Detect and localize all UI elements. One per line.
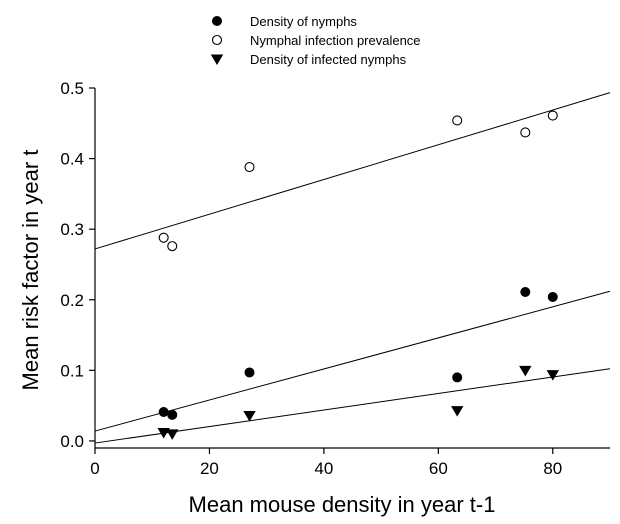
data-point-series-1 [547,291,558,302]
data-point-series-2 [158,232,169,243]
fit-line-series-2 [94,92,611,250]
data-points [157,110,559,440]
x-tick-label: 60 [429,459,448,478]
x-tick-label: 40 [314,459,333,478]
data-point-series-1 [167,409,178,420]
y-tick-label: 0.1 [60,361,84,380]
data-point-series-2 [520,127,531,138]
data-point-series-3 [243,411,256,422]
fit-line-series-3 [94,368,611,444]
data-point-series-2 [244,162,255,173]
fit-lines [94,92,611,444]
y-axis-title: Mean risk factor in year t [18,150,43,391]
y-tick-label: 0.0 [60,432,84,451]
data-point-series-1 [158,407,169,417]
legend: Density of nymphs Nymphal infection preva… [210,14,421,67]
y-tick-label: 0.4 [60,150,84,169]
legend-label-series-1: Density of nymphs [250,14,357,29]
fit-line-series-1 [94,290,611,432]
data-point-series-3 [519,365,532,377]
x-tick-label: 20 [200,459,219,478]
data-point-series-3 [451,406,464,417]
axes: 0 20 40 60 80 0.0 0.1 0.2 0.3 0.4 0.5 [60,79,610,478]
legend-marker-series-1 [212,16,222,26]
x-axis-title: Mean mouse density in year t-1 [189,492,496,517]
data-point-series-2 [167,241,178,252]
legend-label-series-3: Density of infected nymphs [250,52,407,67]
data-point-series-3 [157,427,170,439]
legend-label-series-2: Nymphal infection prevalence [250,33,421,48]
y-tick-label: 0.3 [60,220,84,239]
data-point-series-1 [244,367,255,378]
data-point-series-1 [520,287,531,297]
x-tick-label: 0 [90,459,99,478]
data-point-series-2 [452,115,463,126]
data-point-series-3 [166,429,179,440]
data-point-series-1 [452,372,463,383]
legend-marker-series-2 [211,34,223,46]
data-point-series-2 [547,110,558,121]
y-tick-label: 0.5 [60,79,84,98]
x-tick-label: 80 [543,459,562,478]
legend-marker-series-3 [210,54,224,66]
data-point-series-3 [546,370,559,381]
y-tick-label: 0.2 [60,291,84,310]
